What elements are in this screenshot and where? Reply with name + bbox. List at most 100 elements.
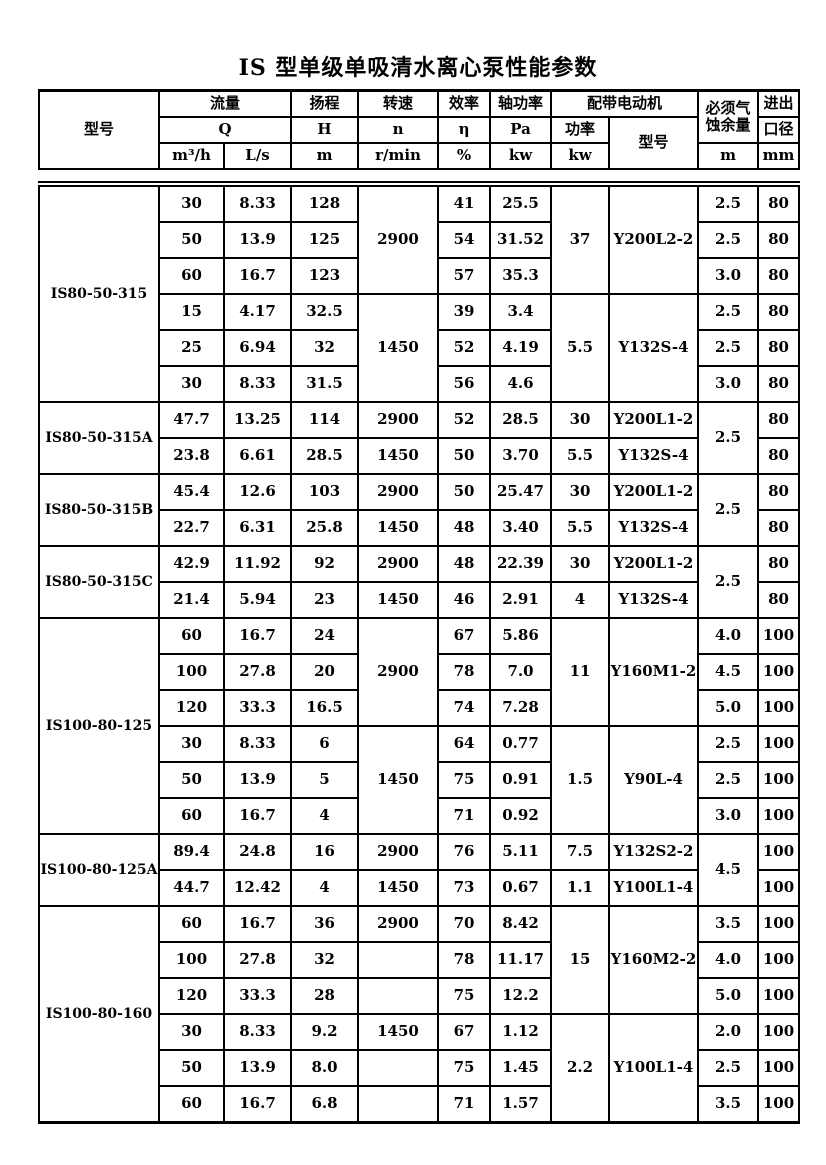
cell-flow-ls: 13.9 bbox=[223, 221, 292, 259]
cell-flow-m3h: 23.8 bbox=[158, 437, 225, 475]
cell-flow-ls: 4.17 bbox=[223, 293, 292, 331]
cell-speed: 1450 bbox=[357, 869, 439, 907]
header-row-2: Q H n η Pa 功率 型号 口径 bbox=[39, 116, 801, 170]
header-shaft-power-unit: kw bbox=[489, 142, 553, 170]
cell-efficiency: 67 bbox=[437, 617, 491, 655]
table-row: 21.4 5.94 23 1450 46 2.91 4 Y132S-4 80 bbox=[39, 581, 800, 619]
cell-motor-power: 2.2 bbox=[550, 1013, 610, 1124]
cell-flow-m3h: 60 bbox=[158, 617, 225, 655]
cell-efficiency: 46 bbox=[437, 581, 491, 619]
cell-shaft-power: 0.92 bbox=[489, 797, 552, 835]
cell-efficiency: 48 bbox=[437, 509, 491, 547]
cell-motor-power: 30 bbox=[550, 473, 610, 511]
table-row: IS80-50-315 30 8.33 128 2900 41 25.5 37 Y200L2-2… bbox=[38, 183, 800, 403]
cell-head: 4 bbox=[290, 869, 359, 907]
cell-efficiency: 76 bbox=[437, 833, 491, 871]
cell-head: 23 bbox=[290, 581, 359, 619]
table-row: 15 4.17 32.5 1450 39 3.4 5.5 Y132S-4 2.5 80 bbox=[39, 293, 800, 403]
cell-head: 28 bbox=[290, 977, 359, 1015]
cell-efficiency: 64 bbox=[437, 725, 491, 763]
cell-speed bbox=[357, 1049, 439, 1087]
cell-head: 4 bbox=[290, 797, 359, 835]
cell-motor-model: Y90L-4 bbox=[608, 725, 699, 835]
table-row: 30 8.33 31.5 56 4.6 3.0 80 bbox=[39, 365, 800, 403]
cell-flow-m3h: 50 bbox=[158, 761, 225, 799]
header-shaft-power: 轴功率 bbox=[489, 89, 553, 118]
cell-bore: 80 bbox=[757, 329, 800, 367]
cell-speed: 2900 bbox=[357, 183, 439, 295]
cell-shaft-power: 31.52 bbox=[489, 221, 552, 259]
cell-efficiency: 75 bbox=[437, 977, 491, 1015]
cell-bore: 100 bbox=[757, 905, 800, 943]
cell-flow-ls: 16.7 bbox=[223, 797, 292, 835]
cell-npsh: 2.5 bbox=[697, 725, 759, 763]
cell-npsh: 4.0 bbox=[697, 941, 759, 979]
cell-shaft-power: 28.5 bbox=[489, 401, 552, 439]
cell-motor-model: Y160M2-2 bbox=[608, 905, 699, 1015]
cell-shaft-power: 1.57 bbox=[489, 1085, 552, 1124]
cell-shaft-power: 3.40 bbox=[489, 509, 552, 547]
cell-motor-power: 5.5 bbox=[550, 437, 610, 475]
cell-efficiency: 75 bbox=[437, 761, 491, 799]
cell-flow-m3h: 30 bbox=[158, 1013, 225, 1051]
cell-motor-power: 30 bbox=[550, 545, 610, 583]
cell-head: 6.8 bbox=[290, 1085, 359, 1124]
cell-npsh: 4.0 bbox=[697, 617, 759, 655]
table-row: IS80-50-315C 42.9 11.92 92 2900 48 22.39 30 Y200… bbox=[38, 545, 800, 619]
cell-speed: 2900 bbox=[357, 833, 439, 871]
table-row: 23.8 6.61 28.5 1450 50 3.70 5.5 Y132S-4 80 bbox=[39, 437, 800, 475]
cell-npsh: 2.5 bbox=[697, 1049, 759, 1087]
header-motor: 配带电动机 bbox=[550, 89, 700, 118]
cell-flow-ls: 16.7 bbox=[223, 617, 292, 655]
cell-npsh: 2.0 bbox=[697, 1013, 759, 1051]
table-row: 60 16.7 123 57 35.3 3.0 80 bbox=[39, 257, 800, 295]
header-motor-model: 型号 bbox=[608, 116, 700, 170]
table-row: 30 8.33 9.2 1450 67 1.12 2.2 Y100L1-4 2.0 100 bbox=[39, 1013, 800, 1124]
cell-flow-m3h: 60 bbox=[158, 1085, 225, 1124]
cell-flow-m3h: 60 bbox=[158, 257, 225, 295]
cell-shaft-power: 5.11 bbox=[489, 833, 552, 871]
cell-bore: 80 bbox=[757, 183, 800, 223]
cell-efficiency: 48 bbox=[437, 545, 491, 583]
table-row: IS100-80-125 60 16.7 24 2900 67 5.86 11 Y160M1-2… bbox=[38, 617, 800, 835]
cell-shaft-power: 3.4 bbox=[489, 293, 552, 331]
table-row: 120 33.3 16.5 74 7.28 5.0 100 bbox=[39, 689, 800, 727]
header-head-symbol: H bbox=[290, 116, 360, 144]
cell-bore: 80 bbox=[757, 509, 800, 547]
cell-efficiency: 71 bbox=[437, 797, 491, 835]
cell-flow-m3h: 42.9 bbox=[158, 545, 225, 583]
pump-model-cell: IS100-80-125A bbox=[38, 833, 160, 907]
cell-efficiency: 67 bbox=[437, 1013, 491, 1051]
cell-npsh: 3.0 bbox=[697, 797, 759, 835]
cell-bore: 80 bbox=[757, 293, 800, 331]
cell-efficiency: 78 bbox=[437, 941, 491, 979]
cell-head: 114 bbox=[290, 401, 359, 439]
cell-flow-m3h: 15 bbox=[158, 293, 225, 331]
cell-flow-m3h: 30 bbox=[158, 725, 225, 763]
header-efficiency: 效率 bbox=[437, 89, 492, 118]
header-motor-power-unit: kw bbox=[550, 142, 611, 170]
table-row: 60 16.7 4 71 0.92 3.0 100 bbox=[39, 797, 800, 835]
cell-motor-power: 5.5 bbox=[550, 293, 610, 403]
cell-npsh: 3.0 bbox=[697, 257, 759, 295]
table-row: IS100-80-125A 89.4 24.8 16 2900 76 5.11 7.5 Y132… bbox=[38, 833, 800, 907]
cell-efficiency: 70 bbox=[437, 905, 491, 943]
header-flow-unit-m3h: m³/h bbox=[158, 142, 225, 170]
cell-motor-model: Y132S-4 bbox=[608, 509, 699, 547]
cell-efficiency: 39 bbox=[437, 293, 491, 331]
cell-shaft-power: 11.17 bbox=[489, 941, 552, 979]
cell-efficiency: 57 bbox=[437, 257, 491, 295]
cell-efficiency: 71 bbox=[437, 1085, 491, 1124]
cell-efficiency: 41 bbox=[437, 183, 491, 223]
cell-head: 32 bbox=[290, 941, 359, 979]
table-row: 22.7 6.31 25.8 1450 48 3.40 5.5 Y132S-4 80 bbox=[39, 509, 800, 547]
cell-npsh: 2.5 bbox=[697, 761, 759, 799]
header-flow-symbol: Q bbox=[157, 116, 293, 144]
cell-shaft-power: 1.45 bbox=[489, 1049, 552, 1087]
header-bore-unit: mm bbox=[757, 142, 801, 170]
cell-shaft-power: 0.67 bbox=[489, 869, 552, 907]
table-row: 100 27.8 32 78 11.17 4.0 100 bbox=[39, 941, 800, 979]
cell-flow-ls: 27.8 bbox=[223, 941, 292, 979]
header-flow-unit-ls: L/s bbox=[222, 142, 293, 170]
